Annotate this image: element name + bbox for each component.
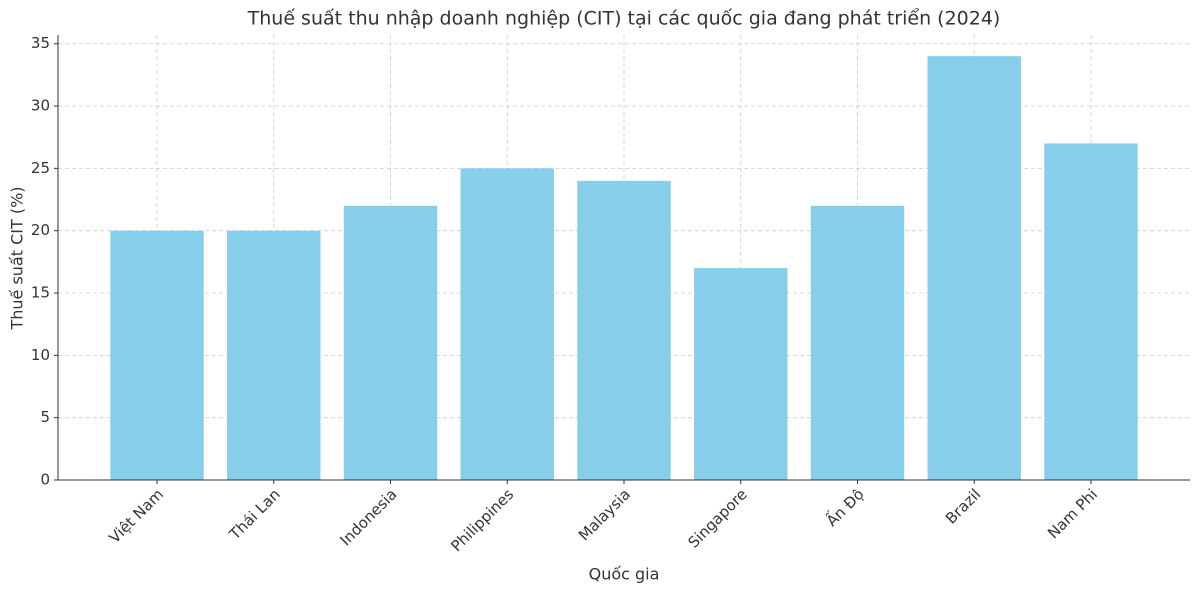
chart-title: Thuế suất thu nhập doanh nghiệp (CIT) tạ… xyxy=(247,8,1001,30)
bar xyxy=(110,230,204,480)
y-tick-label: 30 xyxy=(31,97,50,115)
y-tick-label: 20 xyxy=(31,221,50,239)
bar xyxy=(343,205,438,480)
y-tick-label: 25 xyxy=(31,159,50,177)
bar xyxy=(1044,143,1138,480)
x-axis-label: Quốc gia xyxy=(589,565,660,584)
bar xyxy=(694,268,788,480)
y-axis-label: Thuế suất CIT (%) xyxy=(8,186,27,330)
y-tick-label: 10 xyxy=(31,346,50,364)
bar xyxy=(810,205,905,480)
y-tick-label: 5 xyxy=(40,408,50,426)
x-tick-label: Malaysia xyxy=(575,485,634,544)
x-tick-label: Brazil xyxy=(942,485,984,527)
bar xyxy=(927,56,1021,480)
x-tick-label: Ấn Độ xyxy=(821,483,868,530)
bar xyxy=(577,180,671,480)
y-tick-label: 15 xyxy=(31,284,50,302)
x-tick-label: Nam Phi xyxy=(1044,485,1101,542)
x-tick-label: Singapore xyxy=(685,485,751,551)
bar xyxy=(460,168,554,480)
bar xyxy=(227,230,321,480)
x-tick-label: Philippines xyxy=(447,485,517,555)
x-tick-label: Việt Nam xyxy=(105,485,167,547)
y-tick-label: 35 xyxy=(31,34,50,52)
x-tick-label: Indonesia xyxy=(336,485,400,549)
y-tick-label: 0 xyxy=(40,471,50,489)
x-tick-label: Thái Lan xyxy=(225,485,284,544)
